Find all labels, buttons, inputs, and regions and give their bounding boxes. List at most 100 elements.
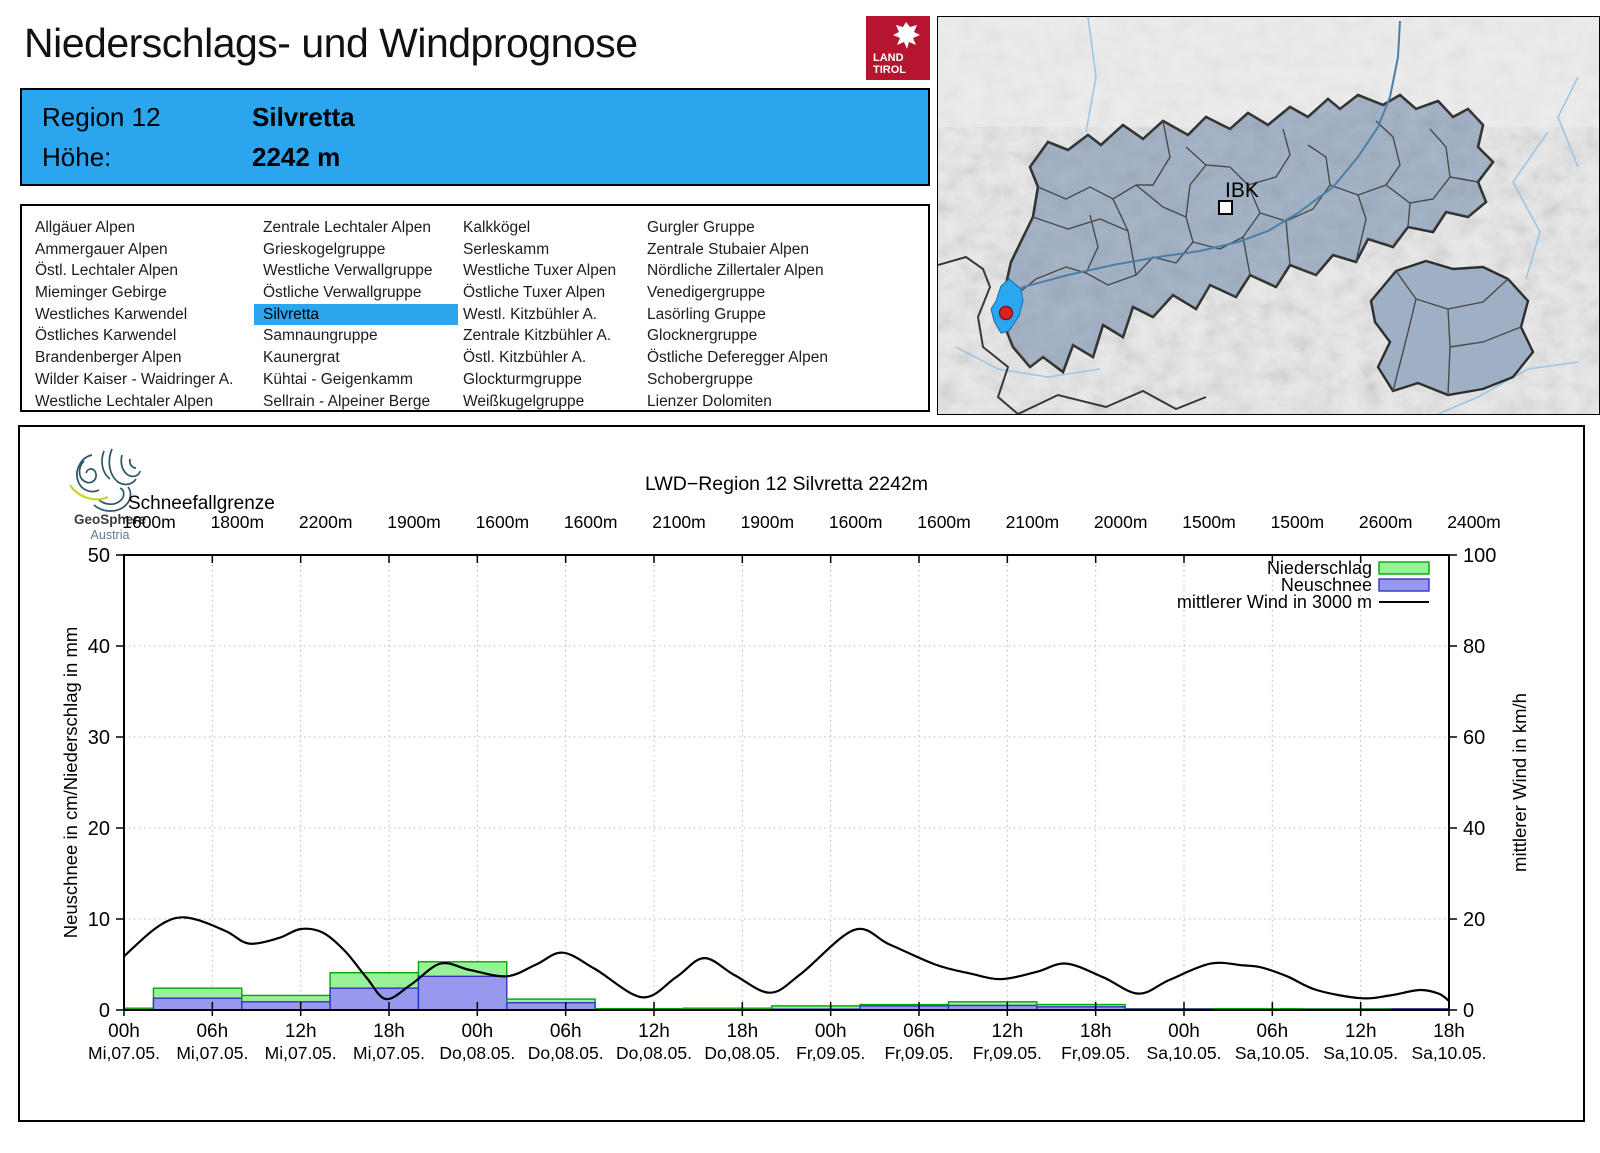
tirol-map[interactable]: IBK — [937, 16, 1600, 415]
snowline-value: 2100m — [1006, 512, 1060, 532]
x-axis-date-label: Fr,09.05. — [1061, 1043, 1130, 1063]
region-list-item[interactable]: Ammergauer Alpen — [35, 240, 168, 258]
region-list-item[interactable]: Venedigergruppe — [647, 284, 766, 302]
right-axis-tick: 0 — [1463, 1000, 1474, 1022]
snowline-value: 2000m — [1094, 512, 1148, 532]
legend-swatch — [1378, 561, 1430, 575]
river-lines — [955, 17, 1579, 414]
region-list-item[interactable]: Östliches Karwendel — [35, 327, 177, 345]
region-list-item[interactable]: Östliche Tuxer Alpen — [463, 284, 606, 302]
left-axis-tick: 20 — [88, 818, 110, 840]
right-axis-tick: 40 — [1463, 818, 1485, 840]
snowline-header: Schneefallgrenze — [128, 493, 275, 514]
x-axis-time-label: 00h — [1168, 1021, 1200, 1042]
left-axis-tick: 50 — [88, 545, 110, 567]
region-list-item[interactable]: Lasörling Gruppe — [647, 305, 766, 323]
x-axis-date-label: Do,08.05. — [528, 1043, 604, 1063]
new-snow-bar[interactable] — [241, 1001, 331, 1011]
region-list-column: Allgäuer Alpen Ammergauer Alpen Östl. Lech… — [35, 217, 241, 412]
region-list-item[interactable]: Glocknergruppe — [647, 327, 758, 345]
region-list-item[interactable]: Samnaungruppe — [263, 327, 378, 345]
region-list-item[interactable]: Zentrale Stubaier Alpen — [647, 240, 809, 258]
map-foreland — [938, 17, 1599, 127]
x-axis-date-label: Fr,09.05. — [884, 1043, 953, 1063]
new-snow-bar[interactable] — [417, 975, 508, 1011]
region-list-item[interactable]: Serleskamm — [463, 240, 550, 258]
land-tirol-logo: LAND TIROL — [866, 16, 930, 80]
forecast-chart[interactable]: GeoSphere Austria 0 10 20 30 40 50 0 20 40 60 80 10… — [20, 427, 1583, 1120]
region-name: Silvretta — [252, 102, 355, 132]
region-list-item[interactable]: Kühtai - Geigenkamm — [263, 370, 413, 388]
region-list-item[interactable]: Östliche Deferegger Alpen — [647, 349, 828, 367]
region-list-item[interactable]: Westl. Kitzbühler A. — [463, 305, 598, 323]
region-list-item[interactable]: Lienzer Dolomiten — [647, 392, 772, 410]
region-list-item[interactable]: Westliches Karwendel — [35, 305, 188, 323]
region-list-item[interactable]: Schobergruppe — [647, 370, 753, 388]
snowline-value: 2600m — [1359, 512, 1413, 532]
x-axis-date-label: Sa,10.05. — [1147, 1043, 1222, 1063]
right-axis-tick: 60 — [1463, 727, 1485, 749]
region-list-item[interactable]: Gurgler Gruppe — [647, 219, 755, 236]
city-marker-icon — [1218, 200, 1233, 215]
snowline-value: 1600m — [917, 512, 971, 532]
snowline-value: 1500m — [1182, 512, 1236, 532]
legend-label: Neuschnee — [1281, 575, 1372, 595]
geosphere-sub: Austria — [91, 528, 130, 542]
snowline-value: 1600m — [476, 512, 530, 532]
new-snow-bar[interactable] — [152, 997, 243, 1011]
x-axis-date-label: Sa,10.05. — [1323, 1043, 1398, 1063]
right-axis-tick: 20 — [1463, 909, 1485, 931]
left-axis-tick: 40 — [88, 636, 110, 658]
inn-river — [1000, 20, 1401, 302]
selected-region-silvretta[interactable] — [990, 278, 1024, 334]
eagle-icon — [893, 22, 920, 49]
right-axis-title: mittlerer Wind in km/h — [1509, 693, 1530, 872]
chart-title: LWD−Region 12 Silvretta 2242m — [645, 473, 928, 495]
region-list-item[interactable]: Westliche Verwallgruppe — [263, 262, 433, 280]
geosphere-logo: GeoSphere Austria — [69, 448, 147, 542]
altitude-value: 2242 m — [252, 142, 341, 172]
region-borders — [1000, 120, 1479, 308]
region-list-item[interactable]: Weißkugelgruppe — [463, 392, 585, 410]
region-list-item[interactable]: Zentrale Lechtaler Alpen — [263, 219, 432, 236]
region-list-item[interactable]: Zentrale Kitzbühler A. — [463, 327, 612, 345]
region-list-item[interactable]: Östl. Kitzbühler A. — [463, 349, 587, 367]
region-list-item[interactable]: Kalkkögel — [463, 219, 531, 236]
region-list-item[interactable]: Mieminger Gebirge — [35, 284, 167, 302]
region-list-item[interactable]: Glockturmgruppe — [463, 370, 582, 388]
region-list-item[interactable]: Grieskogelgruppe — [263, 240, 386, 258]
right-axis-tick: 100 — [1463, 545, 1496, 567]
region-list-item[interactable]: Nördliche Zillertaler Alpen — [647, 262, 824, 280]
region-list-item[interactable]: Allgäuer Alpen — [35, 219, 135, 236]
new-snow-bar[interactable] — [506, 1002, 596, 1011]
x-axis-date-label: Mi,07.05. — [176, 1043, 248, 1063]
geosphere-name: GeoSphere — [74, 512, 147, 527]
logo-text-line2: TIROL — [873, 64, 906, 76]
left-axis-title: Neuschnee in cm/Niederschlag in mm — [60, 627, 81, 939]
region-label: Region 12 — [42, 102, 161, 132]
region-list-item[interactable]: Brandenberger Alpen — [35, 349, 182, 367]
x-axis-date-label: Fr,09.05. — [796, 1043, 865, 1063]
snowline-value: 1800m — [211, 512, 265, 532]
snowline-value: 1900m — [387, 512, 441, 532]
logo-text-line1: LAND — [873, 52, 904, 64]
east-tirol-regions[interactable] — [1369, 259, 1535, 397]
x-axis-time-label: 06h — [550, 1021, 582, 1042]
region-list-item[interactable]: Sellrain - Alpeiner Berge — [263, 392, 431, 410]
legend-label: Niederschlag — [1267, 558, 1372, 578]
region-list-item[interactable]: Westliche Lechtaler Alpen — [35, 392, 214, 410]
region-list-item[interactable]: Östl. Lechtaler Alpen — [35, 262, 179, 280]
region-list-item[interactable]: Silvretta — [254, 303, 458, 326]
x-axis-time-label: 00h — [108, 1021, 140, 1042]
region-list-item[interactable]: Kaunergrat — [263, 349, 340, 367]
snowline-value: 2200m — [299, 512, 353, 532]
x-axis-date-label: Do,08.05. — [616, 1043, 692, 1063]
region-list-item[interactable]: Westliche Tuxer Alpen — [463, 262, 617, 280]
legend-label: mittlerer Wind in 3000 m — [1177, 592, 1372, 612]
region-list-item[interactable]: Wilder Kaiser - Waidringer A. — [35, 370, 234, 388]
new-snow-bar[interactable] — [329, 987, 420, 1011]
x-axis-time-label: 12h — [638, 1021, 670, 1042]
region-list-item[interactable]: Östliche Verwallgruppe — [263, 284, 422, 302]
wind-line[interactable] — [123, 916, 1450, 1002]
page-title: Niederschlags- und Windprognose — [24, 20, 638, 66]
